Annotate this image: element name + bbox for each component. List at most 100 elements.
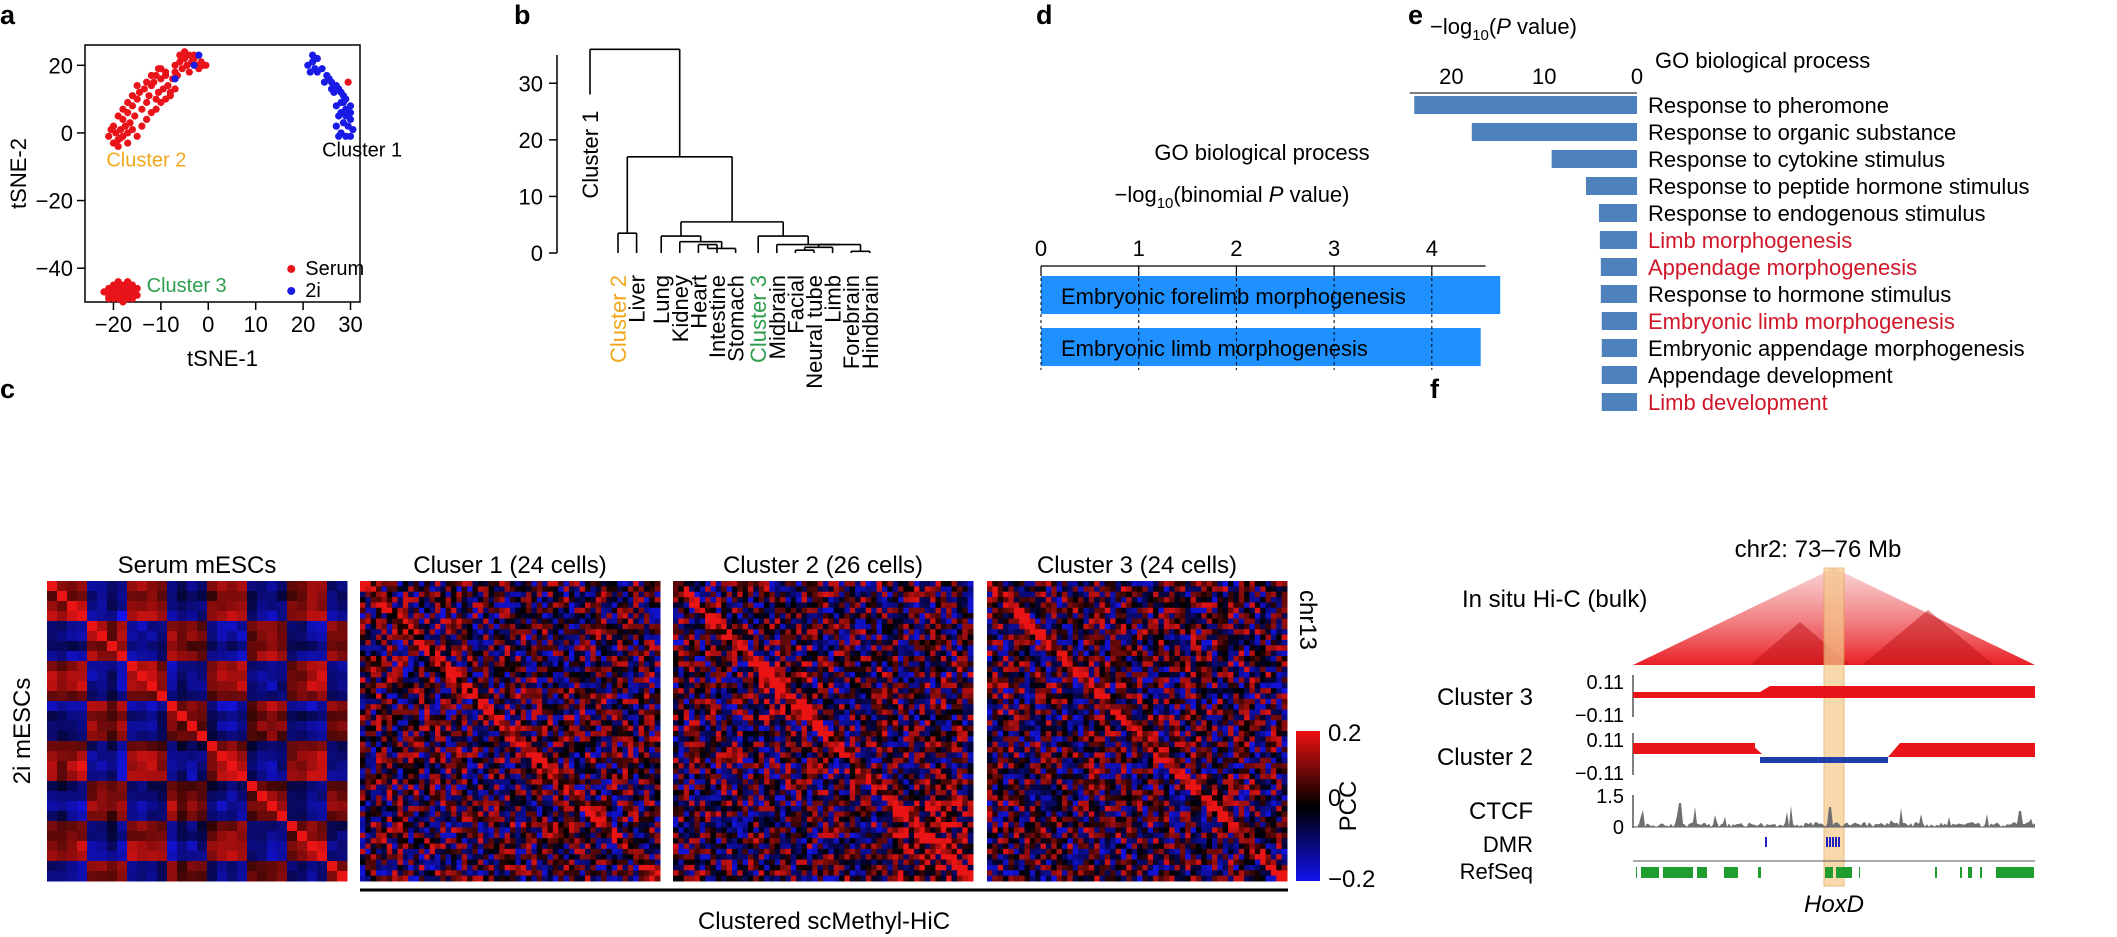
heatmap-cell xyxy=(381,741,388,748)
heatmap-cell xyxy=(418,763,425,769)
heatmap-cell xyxy=(47,621,58,632)
heatmap-cell xyxy=(488,661,495,668)
heatmap-cell xyxy=(107,711,118,722)
heatmap-cell xyxy=(307,731,318,742)
heatmap-cell xyxy=(898,613,904,619)
heatmap-cell xyxy=(167,691,178,702)
heatmap-cell xyxy=(227,791,238,802)
heatmap-cell xyxy=(595,591,602,598)
heatmap-cell xyxy=(558,859,565,866)
heatmap-cell xyxy=(187,781,198,792)
heatmap-cell xyxy=(924,607,931,614)
heatmap-cell xyxy=(167,761,178,772)
heatmap-cell xyxy=(392,773,398,780)
data-point-serum xyxy=(119,105,127,113)
heatmap-cell xyxy=(860,623,867,630)
heatmap-cell xyxy=(638,731,645,737)
heatmap-cell xyxy=(392,645,398,652)
heatmap-cell xyxy=(451,870,457,877)
heatmap-cell xyxy=(536,639,543,646)
heatmap-cell xyxy=(435,650,441,657)
heatmap-cell xyxy=(742,597,749,603)
heatmap-cell xyxy=(515,672,522,678)
heatmap-cell xyxy=(526,666,532,673)
heatmap-cell xyxy=(967,623,974,630)
heatmap-cell xyxy=(107,671,118,682)
heatmap-cell xyxy=(424,581,431,587)
heatmap-cell xyxy=(408,613,415,619)
heatmap-cell xyxy=(590,720,597,727)
heatmap-cell xyxy=(654,698,661,705)
heatmap-cell xyxy=(477,613,484,619)
heatmap-cell xyxy=(606,693,613,700)
heatmap-cell xyxy=(817,639,824,646)
heatmap-cell xyxy=(552,779,559,786)
heatmap-cell xyxy=(790,602,797,609)
heatmap-cell xyxy=(472,747,479,753)
heatmap-cell xyxy=(493,859,500,866)
heatmap-cell xyxy=(611,591,618,598)
heatmap-cell xyxy=(445,623,452,630)
heatmap-cell xyxy=(606,736,613,743)
heatmap-cell xyxy=(812,623,819,630)
heatmap-cell xyxy=(47,591,58,602)
data-point-2i xyxy=(320,78,329,86)
heatmap-cell xyxy=(547,859,554,866)
heatmap-cell xyxy=(287,821,298,832)
heatmap-cell xyxy=(590,859,597,866)
heatmap-cell xyxy=(157,601,168,612)
heatmap-cell xyxy=(493,779,500,786)
heatmap-cell xyxy=(515,704,522,711)
heatmap-cell xyxy=(177,761,188,772)
heatmap-cell xyxy=(392,768,398,775)
heatmap-cell xyxy=(424,859,431,866)
heatmap-cell xyxy=(287,811,298,822)
heatmap-cell xyxy=(611,709,618,716)
heatmap-cell xyxy=(408,800,415,807)
heatmap-cell xyxy=(370,634,377,641)
heatmap-cell xyxy=(833,607,840,614)
heatmap-cell xyxy=(488,704,495,711)
heatmap-cell xyxy=(147,791,158,802)
heatmap-cell xyxy=(940,581,947,587)
heatmap-cell xyxy=(440,714,447,721)
heatmap-cell xyxy=(606,704,613,711)
heatmap-cell xyxy=(413,848,420,855)
heatmap-cell xyxy=(277,731,288,742)
heatmap-cell xyxy=(147,601,158,612)
heatmap-cell xyxy=(488,848,495,855)
heatmap-cell xyxy=(77,871,88,882)
heatmap-cell xyxy=(488,725,495,732)
heatmap-cell xyxy=(654,768,661,775)
heatmap-cell xyxy=(531,618,538,625)
heatmap-cell xyxy=(683,597,690,603)
heatmap-cell xyxy=(649,618,656,625)
heatmap-cell xyxy=(611,656,618,662)
heatmap-cell xyxy=(892,586,899,593)
data-point-2i xyxy=(346,115,355,123)
heatmap-cell xyxy=(429,859,436,866)
heatmap-cell xyxy=(611,613,618,619)
heatmap-cell xyxy=(424,607,431,614)
heatmap-cell xyxy=(137,811,148,822)
heatmap-cell xyxy=(643,848,650,855)
heatmap-cell xyxy=(493,629,500,636)
heatmap-cell xyxy=(785,645,792,652)
heatmap-cell xyxy=(849,613,856,619)
heatmap-cell xyxy=(467,848,473,855)
heatmap-cell xyxy=(617,731,623,737)
heatmap-cell xyxy=(962,581,969,587)
heatmap-cell xyxy=(520,859,527,866)
heatmap-cell xyxy=(601,741,607,748)
heatmap-cell xyxy=(585,854,591,861)
heatmap-cell xyxy=(633,848,640,855)
heatmap-cell xyxy=(177,691,188,702)
heatmap-cell xyxy=(392,736,398,743)
heatmap-cell xyxy=(531,864,538,871)
heatmap-cell xyxy=(710,618,717,625)
heatmap-cell xyxy=(515,650,522,657)
heatmap-cell xyxy=(127,611,138,622)
heatmap-cell xyxy=(386,656,393,662)
heatmap-cell xyxy=(699,618,706,625)
heatmap-cell xyxy=(217,681,228,692)
